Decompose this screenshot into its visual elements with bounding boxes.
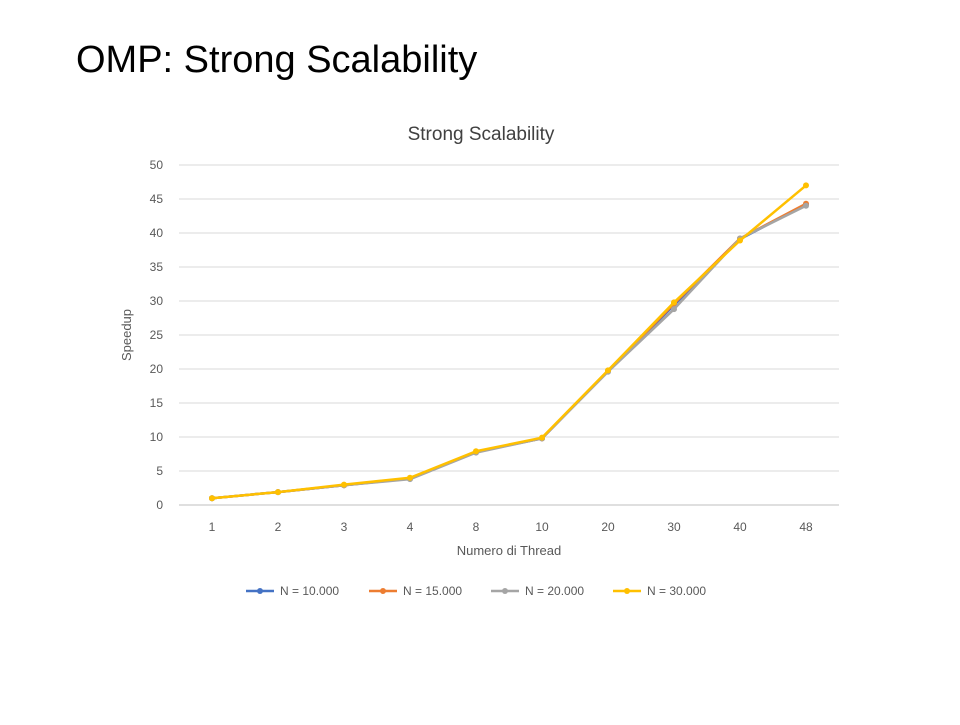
series-line	[210, 184, 808, 500]
data-point	[275, 489, 281, 496]
data-point	[539, 434, 545, 441]
y-tick-label: 20	[150, 362, 164, 376]
y-tick-label: 10	[150, 430, 164, 444]
series-line	[210, 203, 808, 500]
x-tick-label: 2	[275, 520, 282, 534]
data-point	[209, 495, 215, 502]
data-point	[803, 202, 809, 209]
series-group	[209, 202, 809, 502]
data-point	[605, 367, 611, 374]
y-tick-label: 45	[150, 192, 164, 206]
legend-label: N = 10.000	[280, 584, 339, 598]
x-axis-label: Numero di Thread	[457, 543, 562, 558]
series-group	[209, 182, 809, 502]
x-tick-label: 10	[535, 520, 549, 534]
series-line	[210, 204, 808, 500]
data-point	[473, 448, 479, 455]
data-point	[341, 481, 347, 488]
x-tick-label: 8	[473, 520, 480, 534]
x-tick-label: 48	[799, 520, 813, 534]
legend-label: N = 15.000	[403, 584, 462, 598]
series-lines	[209, 182, 809, 502]
y-axis-label: Speedup	[119, 309, 134, 361]
x-tick-label: 30	[667, 520, 681, 534]
legend: N = 10.000 N = 15.000 N = 20.000 N = 30.000	[246, 584, 706, 598]
data-point	[671, 306, 677, 313]
gridlines	[179, 164, 839, 506]
x-tick-label: 4	[407, 520, 414, 534]
y-axis-ticks: 0 5 10 15 20 25 30 35 40 45 50	[150, 158, 164, 512]
x-tick-label: 3	[341, 520, 348, 534]
legend-marker	[502, 588, 508, 594]
data-point	[803, 182, 809, 189]
series-group	[209, 200, 809, 502]
y-tick-label: 50	[150, 158, 164, 172]
x-tick-label: 40	[733, 520, 747, 534]
chart-title: Strong Scalability	[408, 124, 555, 145]
y-tick-label: 35	[150, 260, 164, 274]
slide-title: OMP: Strong Scalability	[76, 39, 478, 81]
data-point	[671, 299, 677, 306]
y-tick-label: 25	[150, 328, 164, 342]
series-line	[210, 202, 808, 500]
legend-marker	[624, 588, 630, 594]
legend-marker	[380, 588, 386, 594]
y-tick-label: 0	[156, 498, 163, 512]
y-tick-label: 30	[150, 294, 164, 308]
x-tick-label: 20	[601, 520, 615, 534]
x-axis-ticks: 1 2 3 4 8 10 20 30 40 48	[209, 520, 813, 534]
y-tick-label: 5	[156, 464, 163, 478]
legend-label: N = 20.000	[525, 584, 584, 598]
y-tick-label: 40	[150, 226, 164, 240]
legend-marker	[257, 588, 263, 594]
x-tick-label: 1	[209, 520, 216, 534]
data-point	[407, 474, 413, 481]
legend-label: N = 30.000	[647, 584, 706, 598]
series-group	[209, 201, 809, 502]
y-tick-label: 15	[150, 396, 164, 410]
data-point	[737, 237, 743, 244]
